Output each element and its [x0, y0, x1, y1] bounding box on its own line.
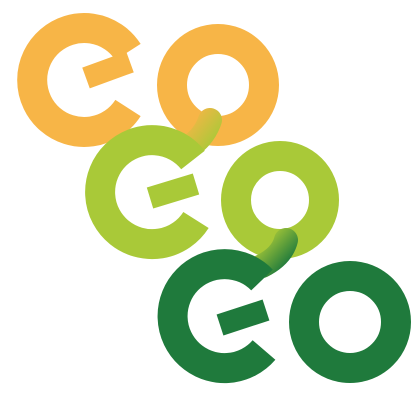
- letter-g-row-1-bar: [82, 51, 134, 89]
- logo-row-3: [157, 249, 411, 384]
- letter-g-row-2: [85, 125, 209, 260]
- letter-o-row-3: [289, 261, 411, 383]
- letter-g-row-2-bar: [146, 173, 200, 209]
- letter-g-row-3: [157, 249, 276, 384]
- letter-g-row-1: [17, 13, 141, 147]
- logo-row-1: [17, 13, 279, 147]
- letter-g-row-3-bar: [216, 299, 270, 336]
- logo-row-2: [85, 125, 339, 260]
